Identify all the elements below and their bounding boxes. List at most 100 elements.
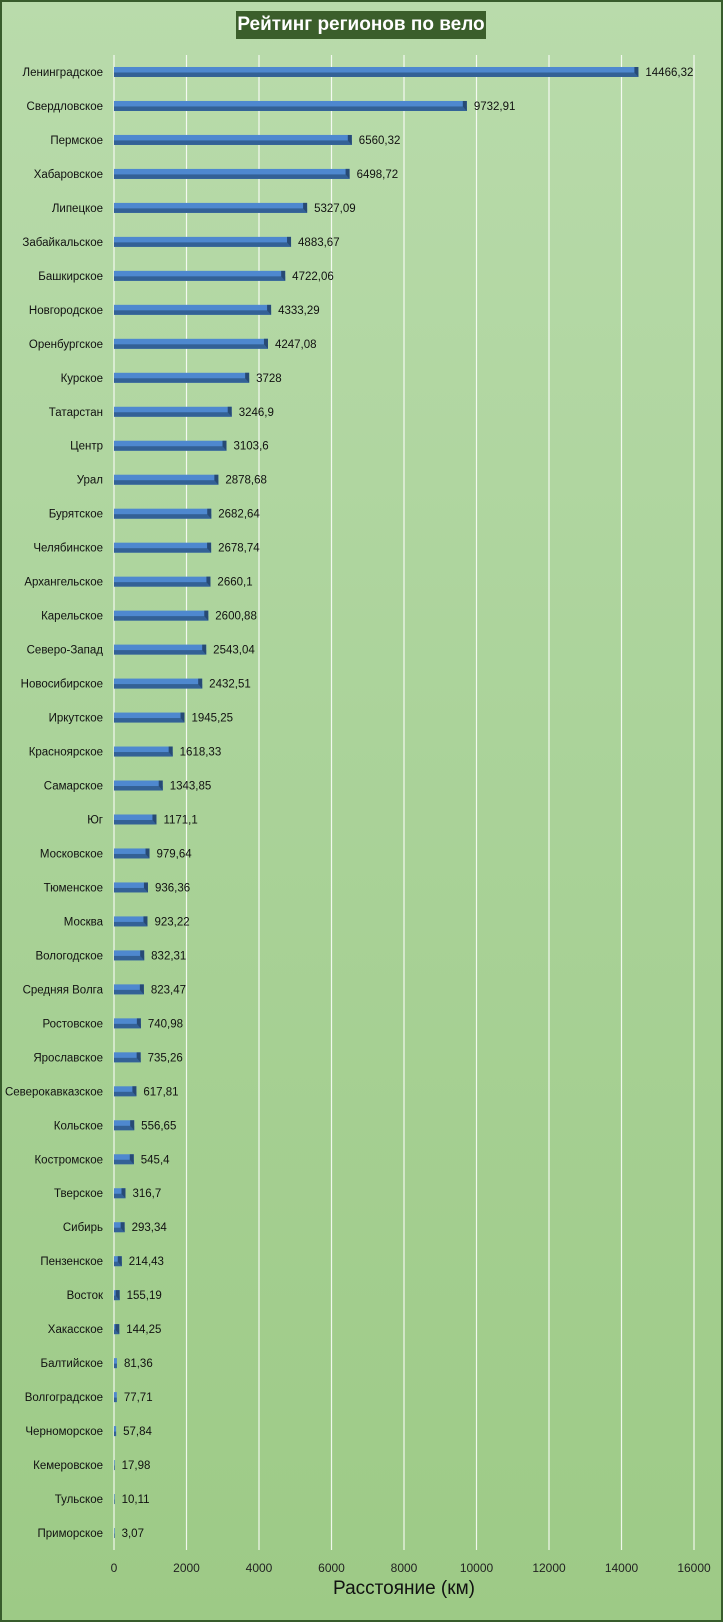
bar-21: [114, 780, 163, 791]
bar-31: [114, 1120, 135, 1131]
y-tick-label-26: Вологодское: [35, 950, 103, 962]
chart-title: Рейтинг регионов по вело: [236, 11, 486, 39]
bar-cap-27: [139, 984, 144, 995]
bar-shade-11: [114, 446, 227, 451]
data-label-37: 144,25: [126, 1324, 161, 1336]
data-label-14: 2678,74: [218, 543, 260, 555]
bar-shade-4: [114, 208, 308, 213]
bar-19: [114, 712, 185, 723]
bar-39: [114, 1392, 117, 1403]
y-tick-label-9: Курское: [61, 373, 103, 385]
y-tick-label-11: Центр: [70, 441, 103, 453]
x-tick-label-8: 16000: [677, 1561, 711, 1575]
bar-cap-37: [115, 1324, 120, 1335]
data-label-33: 316,7: [132, 1188, 161, 1200]
bar-cap-24: [143, 882, 148, 893]
data-label-31: 556,65: [141, 1120, 176, 1132]
bar-15: [114, 576, 211, 587]
y-tick-label-4: Липецкое: [52, 203, 103, 215]
data-label-17: 2543,04: [213, 645, 255, 657]
data-label-23: 979,64: [157, 848, 193, 860]
bar-cap-16: [204, 610, 209, 621]
bar-shade-7: [114, 310, 272, 315]
data-label-4: 5327,09: [314, 203, 356, 215]
bar-cap-19: [180, 712, 185, 723]
bar-shade-0: [114, 72, 639, 77]
bar-cap-8: [263, 338, 268, 349]
y-tick-label-5: Забайкальское: [22, 237, 103, 249]
bar-shade-23: [114, 853, 150, 859]
bar-24: [114, 882, 148, 893]
bar-shade-24: [114, 887, 148, 893]
y-tick-label-36: Восток: [67, 1290, 104, 1302]
bar-shade-12: [114, 480, 219, 485]
bar-shade-41: [114, 1465, 115, 1471]
bar-cap-34: [120, 1222, 125, 1233]
bar-shade-14: [114, 548, 212, 553]
x-tick-label-1: 2000: [173, 1561, 200, 1575]
y-tick-label-16: Карельское: [41, 611, 103, 623]
y-tick-label-10: Татарстан: [49, 407, 103, 419]
data-label-7: 4333,29: [278, 305, 320, 317]
bar-cap-25: [143, 916, 148, 927]
bar-1: [114, 100, 467, 111]
data-label-40: 57,84: [123, 1426, 152, 1438]
data-label-9: 3728: [256, 373, 282, 385]
bar-10: [114, 406, 232, 417]
data-label-10: 3246,9: [239, 407, 274, 419]
data-label-39: 77,71: [124, 1392, 153, 1404]
y-tick-label-33: Тверское: [54, 1188, 103, 1200]
bar-cap-26: [140, 950, 145, 961]
data-label-12: 2878,68: [225, 475, 267, 487]
y-tick-label-8: Оренбургское: [29, 339, 103, 351]
y-tick-label-39: Волгоградское: [25, 1392, 103, 1404]
bar-7: [114, 304, 272, 315]
bar-6: [114, 270, 286, 281]
y-tick-label-30: Северокавказское: [5, 1086, 103, 1098]
bar-cap-21: [158, 780, 163, 791]
y-tick-label-14: Челябинское: [33, 543, 103, 555]
x-axis-title: Расстояние (км): [333, 1578, 475, 1599]
bar-shade-16: [114, 616, 209, 621]
bar-41: [114, 1460, 115, 1471]
bar-cap-5: [287, 236, 292, 247]
bar-shade-28: [114, 1023, 141, 1029]
data-label-2: 6560,32: [359, 135, 401, 147]
data-label-24: 936,36: [155, 882, 190, 894]
y-tick-label-19: Иркутское: [49, 713, 103, 725]
bar-14: [114, 542, 212, 553]
x-tick-label-7: 14000: [605, 1561, 639, 1575]
bar-shade-29: [114, 1057, 141, 1063]
bar-shade-13: [114, 514, 212, 519]
data-label-20: 1618,33: [180, 747, 222, 759]
bar-38: [114, 1358, 117, 1369]
y-tick-label-2: Пермское: [50, 135, 103, 147]
bar-shade-18: [114, 684, 203, 689]
bar-shade-1: [114, 106, 467, 111]
data-label-38: 81,36: [124, 1358, 153, 1370]
bar-cap-36: [115, 1290, 120, 1301]
x-tick-label-5: 10000: [460, 1561, 494, 1575]
y-tick-label-25: Москва: [64, 916, 104, 928]
bar-43: [114, 1528, 115, 1539]
bar-cap-10: [227, 406, 232, 417]
y-tick-label-22: Юг: [87, 814, 103, 826]
bar-29: [114, 1052, 141, 1063]
y-tick-label-38: Балтийское: [41, 1358, 103, 1370]
x-tick-label-2: 4000: [246, 1561, 273, 1575]
bar-cap-2: [347, 134, 352, 145]
bar-shade-27: [114, 989, 144, 995]
bar-17: [114, 644, 207, 655]
bar-shade-42: [114, 1499, 115, 1505]
bar-shade-3: [114, 174, 350, 179]
y-tick-label-0: Ленинградское: [23, 67, 103, 79]
bar-27: [114, 984, 144, 995]
bar-26: [114, 950, 145, 961]
bar-18: [114, 678, 203, 689]
bar-12: [114, 474, 219, 485]
data-label-8: 4247,08: [275, 339, 317, 351]
data-label-34: 293,34: [132, 1222, 168, 1234]
bar-shade-21: [114, 786, 163, 791]
bar-shade-5: [114, 242, 292, 247]
bar-23: [114, 848, 150, 859]
